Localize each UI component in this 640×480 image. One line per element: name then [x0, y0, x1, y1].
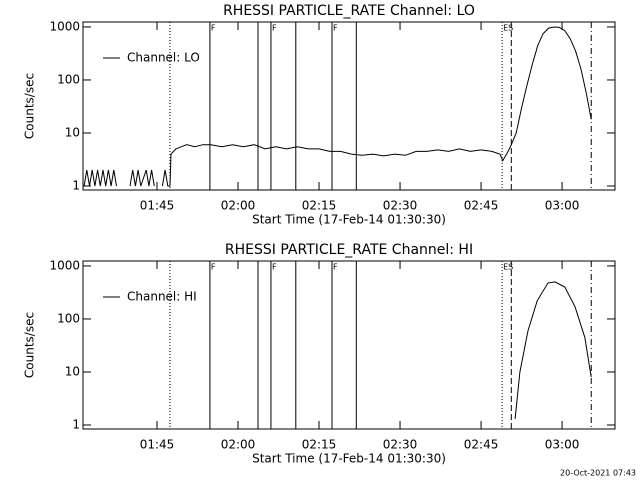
data-line: [514, 281, 592, 419]
data-line: [83, 26, 592, 187]
event-label: F: [211, 263, 216, 272]
footer-date: 20-Oct-2021 07:43: [560, 469, 636, 478]
plot-frame: [82, 21, 616, 191]
y-axis-label: Counts/sec: [23, 73, 37, 139]
chart-title: RHESSI PARTICLE_RATE Channel: HI: [225, 242, 473, 258]
x-tick-label: 03:00: [545, 199, 580, 213]
x-tick-label: 02:30: [383, 199, 418, 213]
y-axis-label: Counts/sec: [23, 312, 37, 378]
x-tick-label: 02:45: [464, 438, 499, 452]
event-label: ES: [503, 24, 513, 33]
x-tick-label: 02:00: [221, 199, 256, 213]
legend-label: Channel: LO: [127, 51, 200, 65]
event-label: F: [272, 263, 277, 272]
event-label: F: [272, 24, 277, 33]
event-label: F: [333, 24, 338, 33]
chart-title: RHESSI PARTICLE_RATE Channel: LO: [223, 3, 475, 19]
x-tick-label: 02:00: [221, 438, 256, 452]
event-label: F: [333, 263, 338, 272]
y-tick-label: 1: [72, 417, 80, 431]
event-label: ES: [503, 263, 513, 272]
plot-frame: [82, 260, 616, 430]
x-tick-label: 01:45: [140, 199, 175, 213]
x-tick-label: 01:45: [140, 438, 175, 452]
y-tick-label: 10: [65, 125, 80, 139]
y-tick-label: 10: [65, 364, 80, 378]
x-tick-label: 02:30: [383, 438, 418, 452]
x-tick-label: 02:45: [464, 199, 499, 213]
y-tick-label: 1: [72, 178, 80, 192]
event-label: F: [211, 24, 216, 33]
y-tick-label: 1000: [49, 19, 80, 33]
x-tick-label: 02:15: [302, 438, 337, 452]
y-tick-label: 100: [57, 72, 80, 86]
legend-label: Channel: HI: [127, 290, 197, 304]
y-tick-label: 1000: [49, 258, 80, 272]
y-tick-label: 100: [57, 311, 80, 325]
x-tick-label: 02:15: [302, 199, 337, 213]
x-axis-label: Start Time (17-Feb-14 01:30:30): [252, 452, 446, 466]
x-tick-label: 03:00: [545, 438, 580, 452]
x-axis-label: Start Time (17-Feb-14 01:30:30): [252, 213, 446, 227]
